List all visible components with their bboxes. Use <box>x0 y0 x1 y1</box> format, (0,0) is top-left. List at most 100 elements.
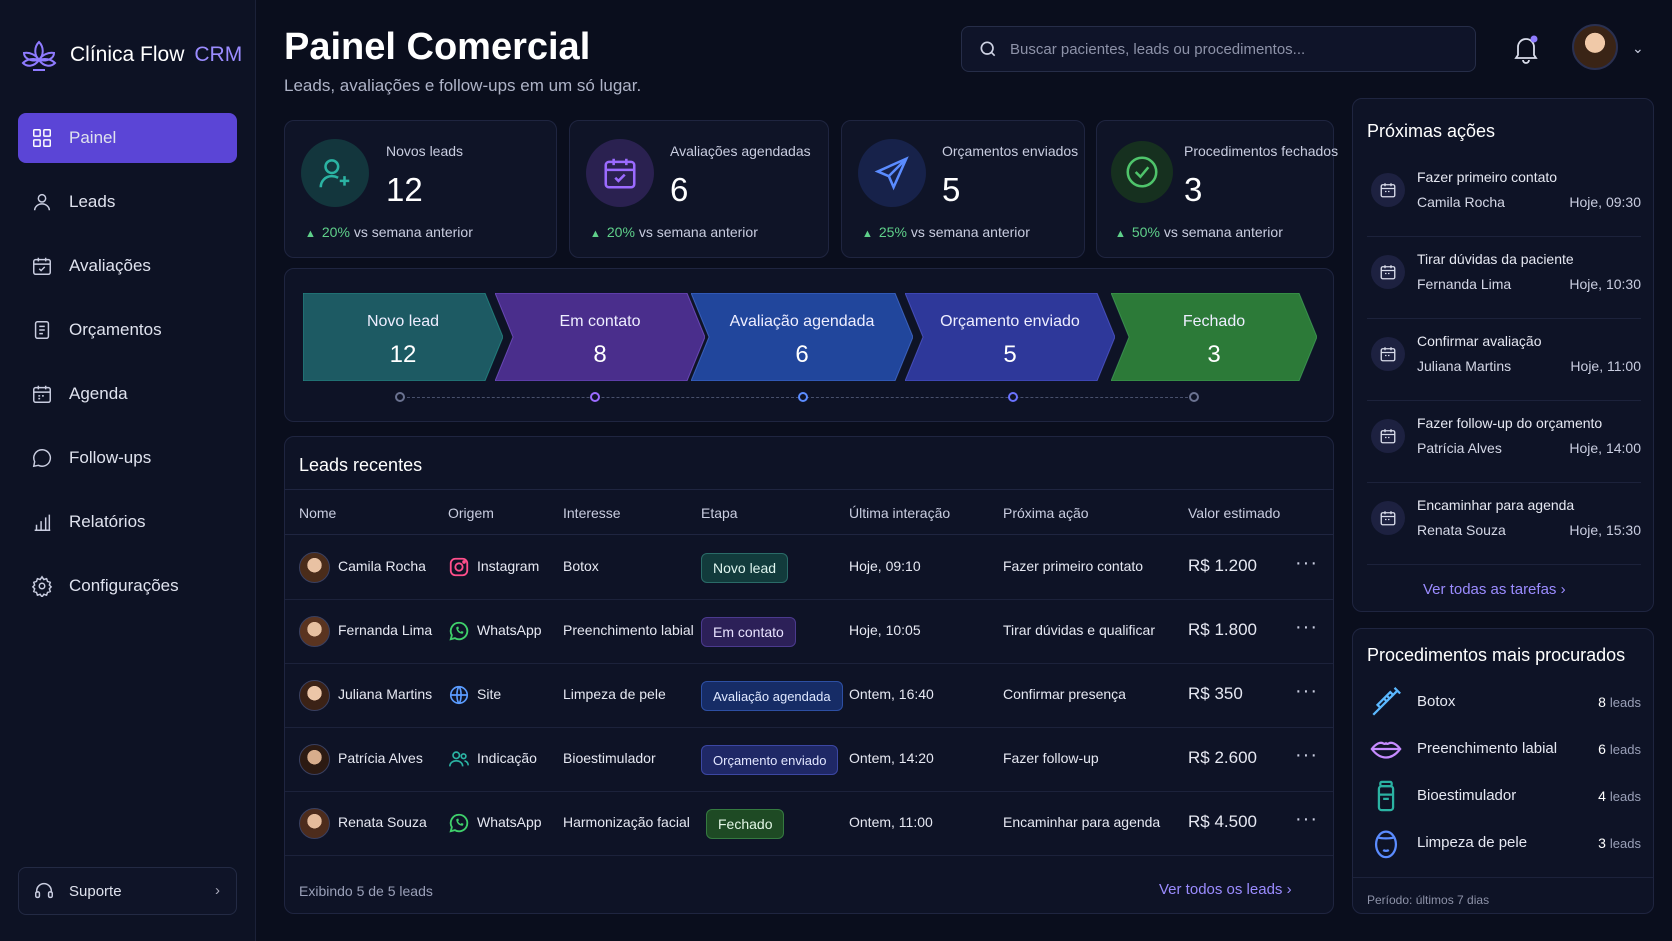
sidebar-item-leads[interactable]: Leads <box>18 177 237 227</box>
procedure-item[interactable]: Botox 8 leads <box>1367 681 1641 725</box>
task-item[interactable]: Tirar dúvidas da paciente Fernanda Lima … <box>1367 237 1641 319</box>
document-icon <box>34 321 50 339</box>
more-options-icon[interactable]: ··· <box>1295 552 1318 574</box>
sidebar-item-orcamentos[interactable]: Orçamentos <box>18 305 237 355</box>
lead-value: R$ 2.600 <box>1188 748 1257 767</box>
table-row[interactable]: Renata Souza WhatsApp Harmonização facia… <box>285 792 1333 856</box>
pipeline-stage-fechado[interactable]: Fechado 3 <box>1111 293 1317 381</box>
kpi-delta-suffix: vs semana anterior <box>353 224 473 240</box>
kpi-delta: ▲ 50% vs semana anterior <box>1115 224 1283 240</box>
lotus-logo-icon <box>21 40 57 71</box>
lead-last-interaction: Hoje, 10:05 <box>849 622 921 638</box>
more-options-icon[interactable]: ··· <box>1295 808 1318 830</box>
sidebar-item-follow-ups[interactable]: Follow-ups <box>18 433 237 483</box>
column-header[interactable]: Origem <box>448 505 494 521</box>
arrow-up-icon: ▲ <box>862 228 873 240</box>
search-bar[interactable] <box>961 26 1476 72</box>
column-header[interactable]: Etapa <box>701 505 738 521</box>
pipeline-stage-label: Avaliação agendada <box>729 313 875 330</box>
pipeline-dot <box>798 392 808 402</box>
more-options-icon[interactable]: ··· <box>1295 680 1318 702</box>
column-header[interactable]: Próxima ação <box>1003 505 1089 521</box>
sidebar-item-relatorios[interactable]: Relatórios <box>18 497 237 547</box>
stage-badge: Avaliação agendada <box>701 681 843 711</box>
paper-plane-icon <box>858 139 926 207</box>
chevron-down-icon[interactable]: ⌄ <box>1632 40 1644 56</box>
calendar-icon <box>1371 173 1405 207</box>
kpi-label: Novos leads <box>386 143 464 159</box>
page-subtitle: Leads, avaliações e follow-ups em um só … <box>284 76 642 95</box>
support-button[interactable]: Suporte › <box>18 867 237 915</box>
stage-badge: Novo lead <box>701 553 789 583</box>
kpi-delta: ▲ 20% vs semana anterior <box>590 224 758 240</box>
table-row[interactable]: Fernanda Lima WhatsApp Preenchimento lab… <box>285 600 1333 664</box>
lead-name[interactable]: Camila Rocha <box>338 558 426 574</box>
sidebar-item-label: Configurações <box>69 576 179 595</box>
task-item[interactable]: Fazer follow-up do orçamento Patrícia Al… <box>1367 401 1641 483</box>
pipeline-stage-avaliacao-agendada[interactable]: Avaliação agendada 6 <box>691 293 913 381</box>
user-avatar[interactable] <box>1572 24 1618 70</box>
calendar-check-icon <box>33 257 51 275</box>
lead-name[interactable]: Renata Souza <box>338 814 427 830</box>
calendar-check-icon <box>586 139 654 207</box>
procedure-item[interactable]: Limpeza de pele 3 leads <box>1367 822 1641 866</box>
view-all-tasks-link[interactable]: Ver todas as tarefas › <box>1423 581 1566 598</box>
sidebar-item-label: Painel <box>69 128 117 147</box>
column-header[interactable]: Última interação <box>849 505 951 521</box>
lead-interest: Preenchimento labial <box>563 622 694 638</box>
table-row[interactable]: Camila Rocha Instagram Botox Novo lead H… <box>285 536 1333 600</box>
kpi-label: Avaliações agendadas <box>670 143 811 159</box>
kpi-delta: ▲ 25% vs semana anterior <box>862 224 1030 240</box>
sidebar-item-painel[interactable]: Painel <box>18 113 237 163</box>
column-header[interactable]: Valor estimado <box>1188 505 1281 521</box>
task-time: Hoje, 14:00 <box>1569 440 1641 456</box>
task-person: Renata Souza <box>1417 522 1506 538</box>
top-procedures-panel: Procedimentos mais procurados Botox 8 lea… <box>1352 628 1654 914</box>
sidebar-item-agenda[interactable]: Agenda <box>18 369 237 419</box>
kpi-card-orcamentos: Orçamentos enviados 5 ▲ 25% vs semana ant… <box>841 120 1085 258</box>
column-header[interactable]: Interesse <box>563 505 621 521</box>
search-input[interactable] <box>1010 40 1450 58</box>
lead-next-action: Tirar dúvidas e qualificar <box>1003 622 1155 638</box>
notifications-button[interactable] <box>1512 34 1540 69</box>
more-options-icon[interactable]: ··· <box>1295 616 1318 638</box>
search-icon <box>980 41 996 57</box>
chat-icon <box>32 449 52 468</box>
column-header[interactable]: Nome <box>299 505 337 521</box>
lead-name[interactable]: Fernanda Lima <box>338 622 433 638</box>
lead-next-action: Encaminhar para agenda <box>1003 814 1161 830</box>
pipeline-track <box>397 397 1193 398</box>
view-all-leads-link[interactable]: Ver todos os leads › <box>1159 881 1292 898</box>
brand-suffix: CRM <box>194 43 243 66</box>
avatar <box>299 680 330 711</box>
globe-icon <box>449 685 469 705</box>
task-item[interactable]: Fazer primeiro contato Camila Rocha Hoje… <box>1367 155 1641 237</box>
sidebar-item-label: Orçamentos <box>69 320 162 339</box>
task-item[interactable]: Confirmar avaliação Juliana Martins Hoje… <box>1367 319 1641 401</box>
pipeline-panel: Novo lead 12 Em contato 8 Avaliação agen… <box>284 268 1334 422</box>
pipeline-stage-value: 5 <box>1003 341 1017 368</box>
lead-source: WhatsApp <box>477 814 542 830</box>
table-row[interactable]: Patrícia Alves Indicação Bioestimulador … <box>285 728 1333 792</box>
more-options-icon[interactable]: ··· <box>1295 744 1318 766</box>
avatar <box>299 744 330 775</box>
task-item[interactable]: Encaminhar para agenda Renata Souza Hoje… <box>1367 483 1641 565</box>
kpi-delta-pct: 25% <box>878 224 907 240</box>
procedure-name: Preenchimento labial <box>1417 740 1558 757</box>
sidebar-item-avaliacoes[interactable]: Avaliações <box>18 241 237 291</box>
lead-name[interactable]: Juliana Martins <box>338 686 433 702</box>
sidebar-item-configuracoes[interactable]: Configurações <box>18 561 237 611</box>
sidebar-item-label: Avaliações <box>69 256 151 275</box>
lead-name[interactable]: Patrícia Alves <box>338 750 423 766</box>
procedure-item[interactable]: Preenchimento labial 6 leads <box>1367 728 1641 772</box>
pipeline-stage-novo-lead[interactable]: Novo lead 12 <box>303 293 503 381</box>
brand[interactable]: Clínica Flow CRM <box>18 36 242 74</box>
lead-source: Indicação <box>477 750 537 766</box>
table-row[interactable]: Juliana Martins Site Limpeza de pele Ava… <box>285 664 1333 728</box>
view-all-leads-label: Ver todos os leads <box>1159 881 1283 898</box>
pipeline-stage-orcamento-enviado[interactable]: Orçamento enviado 5 <box>905 293 1115 381</box>
pipeline-stage-em-contato[interactable]: Em contato 8 <box>495 293 705 381</box>
calendar-icon <box>1371 501 1405 535</box>
procedure-item[interactable]: Bioestimulador 4 leads <box>1367 775 1641 819</box>
